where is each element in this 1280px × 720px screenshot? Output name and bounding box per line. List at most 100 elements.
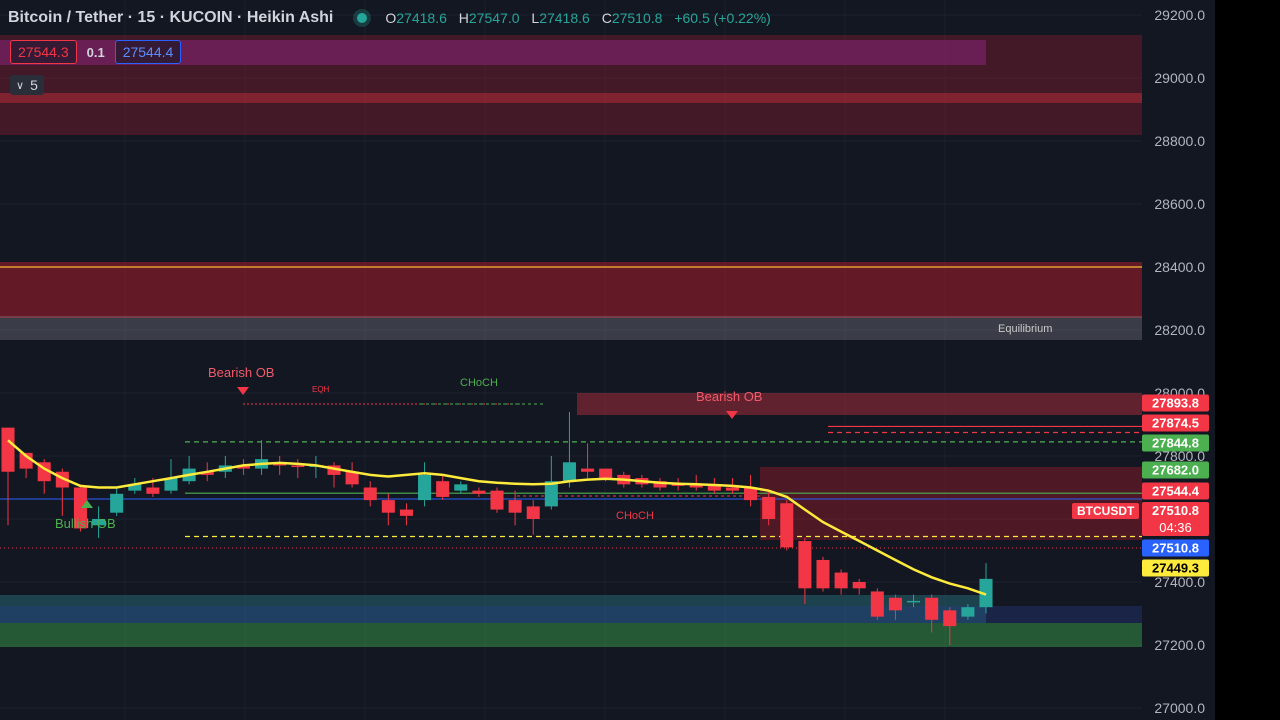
price-axis[interactable]: 29200.0 29000.0 28800.0 28600.0 28400.0 28200… — [1142, 0, 1215, 720]
candle-body[interactable] — [291, 465, 305, 468]
candle-body[interactable] — [200, 471, 214, 475]
equilibrium-zone — [0, 316, 1142, 340]
bullish-ob-marker-icon — [81, 500, 93, 508]
candle-body[interactable] — [418, 474, 432, 501]
candle-body[interactable] — [381, 500, 395, 513]
change-value: +60.5 (+0.22%) — [674, 10, 771, 26]
candle-body[interactable] — [110, 493, 124, 513]
candle-body[interactable] — [454, 484, 468, 491]
candle-body[interactable] — [816, 559, 830, 589]
candle-body[interactable] — [544, 481, 558, 507]
price-tick-label: 27200.0 — [1154, 637, 1205, 653]
candle-body[interactable] — [526, 506, 540, 519]
price-badge-value: 27844.8 — [1152, 435, 1199, 451]
price-badge: 27893.8 — [1142, 394, 1209, 412]
candle-body[interactable] — [762, 496, 776, 519]
price-badge-value: 27449.3 — [1152, 560, 1199, 576]
close-value: 27510.8 — [611, 10, 663, 26]
candle-body[interactable] — [73, 487, 87, 529]
candle-body[interactable] — [925, 597, 939, 620]
candle-body[interactable] — [798, 541, 812, 589]
candle-body[interactable] — [146, 487, 160, 494]
symbol-header: Bitcoin / Tether · 15 · KUCOIN · Heikin … — [8, 9, 779, 27]
open-label: O — [385, 10, 397, 26]
trade-bar: 27544.3 0.1 27544.4 — [10, 40, 182, 64]
candle-body[interactable] — [472, 490, 486, 494]
candle-body[interactable] — [363, 487, 377, 501]
candle-body[interactable] — [327, 465, 341, 475]
eqh-label: EQH — [312, 385, 330, 394]
price-tick-label: 28400.0 — [1154, 259, 1205, 275]
candle-body[interactable] — [888, 597, 902, 611]
price-badge-value: 27893.8 — [1152, 395, 1199, 411]
choch-label: CHoCH — [616, 510, 654, 522]
candle-body[interactable] — [870, 591, 884, 617]
price-badge: 27510.8 04:36 — [1142, 502, 1209, 536]
candle-body[interactable] — [236, 465, 250, 469]
candle-body[interactable] — [707, 485, 721, 491]
candle-body[interactable] — [345, 471, 359, 485]
sell-button[interactable]: 27544.3 — [10, 40, 77, 64]
low-value: 27418.6 — [539, 10, 590, 26]
price-tick-label: 29000.0 — [1154, 70, 1205, 86]
bearish-ob-label: Bearish OB — [208, 365, 275, 380]
price-badge: 27874.5 — [1142, 414, 1209, 432]
candle-body[interactable] — [1, 427, 15, 472]
candle-body[interactable] — [653, 481, 667, 488]
candle-body[interactable] — [979, 578, 993, 608]
price-badge-value: 27510.8 — [1152, 540, 1199, 556]
candle-body[interactable] — [689, 484, 703, 488]
price-badge: 27844.8 — [1142, 434, 1209, 452]
bullish-ob-zone — [0, 595, 986, 623]
price-badge-value: 27682.0 — [1152, 462, 1199, 478]
candle-body[interactable] — [92, 519, 106, 526]
candle-body[interactable] — [436, 481, 450, 497]
price-badge: 27449.3 — [1142, 559, 1209, 577]
high-value: 27547.0 — [468, 10, 520, 26]
candle-body[interactable] — [599, 468, 613, 479]
price-tick-label: 28600.0 — [1154, 196, 1205, 212]
candle-body[interactable] — [164, 478, 178, 491]
price-tick-label: 29200.0 — [1154, 7, 1205, 23]
open-value: 27418.6 — [396, 10, 447, 26]
candle-body[interactable] — [671, 484, 685, 486]
candle-body[interactable] — [562, 462, 576, 482]
price-tick-label: 28200.0 — [1154, 322, 1205, 338]
chart-canvas[interactable] — [0, 0, 1142, 720]
close-label: C — [601, 10, 612, 26]
price-tick-label: 28800.0 — [1154, 133, 1205, 149]
price-tick-label: 27400.0 — [1154, 574, 1205, 590]
chart-plot-area[interactable]: Bitcoin / Tether · 15 · KUCOIN · Heikin … — [0, 0, 1142, 720]
candle-body[interactable] — [852, 582, 866, 589]
candle-body[interactable] — [128, 484, 142, 491]
candle-body[interactable] — [834, 572, 848, 589]
bearish-ob-marker-icon — [237, 387, 249, 395]
indicators-count: 5 — [30, 77, 38, 93]
candle-body[interactable] — [780, 503, 794, 548]
bullish-ob-label: Bullish OB — [55, 516, 116, 531]
price-tick-label: 27800.0 — [1154, 448, 1205, 464]
price-badge-value: 27874.5 — [1152, 415, 1199, 431]
market-status-icon — [357, 13, 368, 23]
candle-body[interactable] — [744, 487, 758, 501]
equilibrium-label: Equilibrium — [998, 323, 1053, 335]
indicators-toggle-button[interactable]: ∨ 5 — [10, 75, 44, 95]
bearish-ob-zone — [577, 393, 1142, 415]
candle-body[interactable] — [961, 607, 975, 617]
symbol-price-tag: BTCUSDT — [1072, 503, 1140, 519]
price-badge-value: 27544.4 — [1152, 483, 1199, 499]
supply-zone — [0, 262, 1142, 318]
candle-body[interactable] — [581, 468, 595, 472]
candle-body[interactable] — [907, 600, 921, 603]
buy-button[interactable]: 27544.4 — [114, 40, 182, 64]
candle-body[interactable] — [508, 500, 522, 513]
spread-value: 0.1 — [86, 44, 105, 60]
price-badge: 27510.8 — [1142, 539, 1209, 557]
symbol-title[interactable]: Bitcoin / Tether · 15 · KUCOIN · Heikin … — [8, 9, 334, 26]
premium-zone — [0, 35, 1142, 135]
candle-body[interactable] — [399, 509, 413, 516]
candle-body[interactable] — [725, 487, 739, 491]
candle-body[interactable] — [943, 610, 957, 627]
candle-body[interactable] — [490, 490, 504, 510]
